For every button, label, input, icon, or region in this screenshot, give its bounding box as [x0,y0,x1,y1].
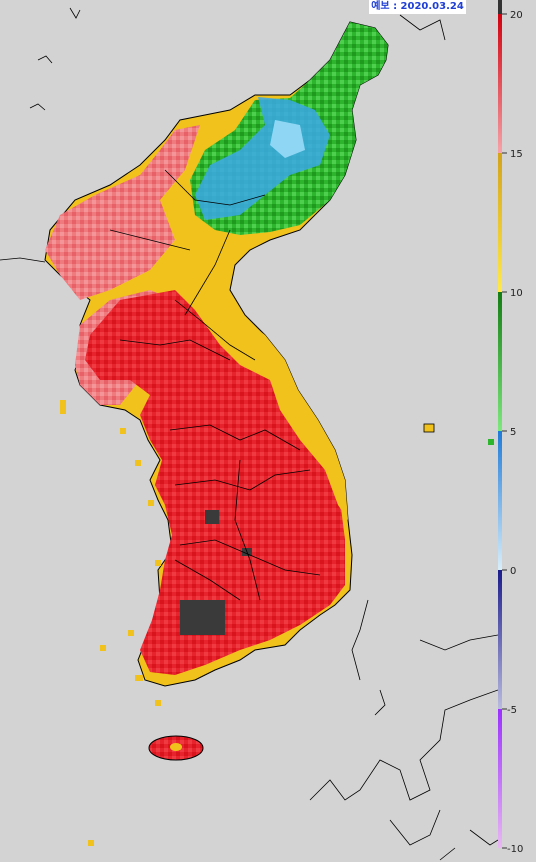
jeju-center [170,743,182,751]
west-sea-islands [60,400,161,846]
dark-patch-small-1 [205,510,219,524]
legend-tick-10: 10 [510,288,523,299]
neighbor-coastlines [0,7,498,861]
legend-tick-neg10: -10 [507,844,523,855]
pink-region-north [45,125,200,300]
yellow-east-coast [235,315,348,520]
legend-tick-15: 15 [510,149,523,160]
color-scale-legend: 20 15 10 5 0 -5 -10 [498,0,536,862]
legend-band-neg5-0 [498,570,502,709]
temperature-map [0,7,498,861]
legend-top-cap [498,0,502,14]
legend-band-10-15 [498,153,502,292]
legend-tick-neg5: -5 [507,705,517,716]
legend-tick-0: 0 [510,566,516,577]
legend-tick-5: 5 [510,427,516,438]
lightblue-patch [270,120,305,158]
province-boundaries [109,169,321,601]
ulleung-island [423,423,435,433]
red-region-central [85,290,345,675]
legend-tick-20: 20 [510,10,523,21]
legend-band-0-5 [498,431,502,570]
dokdo-island [488,439,494,445]
dark-patch-southwest [180,600,225,635]
legend-band-15-20 [498,14,502,153]
forecast-date-label: 예보 : 2020.03.24 [369,0,466,14]
legend-band-5-10 [498,292,502,431]
legend-band-neg10-neg5 [498,709,502,848]
